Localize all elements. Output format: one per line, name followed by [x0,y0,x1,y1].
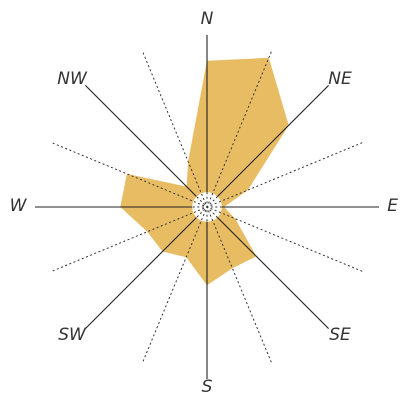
center-hole-layer [192,192,222,222]
direction-label-ne: NE [328,69,352,89]
direction-label-se: SE [329,325,351,345]
direction-label-w: W [10,196,28,216]
direction-label-n: N [201,9,214,29]
direction-label-nw: NW [57,69,88,89]
direction-label-sw: SW [58,325,87,345]
direction-label-e: E [387,196,398,216]
center-spoke-sse [200,193,214,221]
direction-labels: N NE E SE S SW W NW [10,9,399,396]
series-area-layer [120,57,289,286]
direction-label-s: S [202,377,213,396]
series-area [120,57,289,286]
